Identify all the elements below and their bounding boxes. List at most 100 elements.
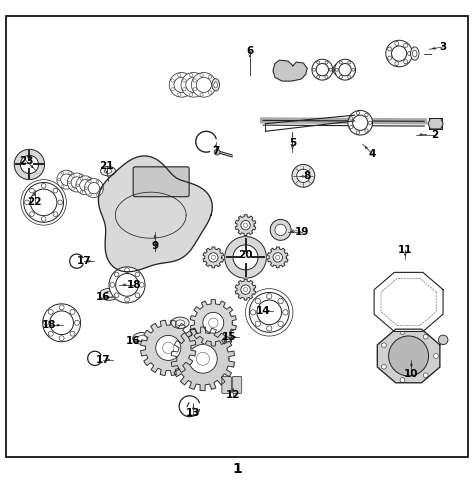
Circle shape <box>109 267 145 303</box>
Text: 6: 6 <box>246 46 254 56</box>
Circle shape <box>67 173 86 192</box>
Circle shape <box>257 300 282 325</box>
Circle shape <box>186 91 190 94</box>
FancyBboxPatch shape <box>222 376 231 394</box>
Circle shape <box>41 216 46 221</box>
Ellipse shape <box>137 336 147 341</box>
Circle shape <box>255 298 261 304</box>
Circle shape <box>382 343 386 348</box>
Text: 16: 16 <box>96 292 110 302</box>
Circle shape <box>339 61 342 64</box>
Circle shape <box>297 169 310 183</box>
Circle shape <box>209 318 218 328</box>
Circle shape <box>214 149 220 155</box>
Circle shape <box>88 190 91 193</box>
Text: 17: 17 <box>77 256 91 266</box>
Circle shape <box>169 72 194 97</box>
Ellipse shape <box>410 47 419 60</box>
Text: 21: 21 <box>100 161 114 171</box>
Circle shape <box>386 40 412 67</box>
Text: 14: 14 <box>256 306 270 316</box>
Circle shape <box>353 115 368 130</box>
Circle shape <box>350 125 353 129</box>
Text: 19: 19 <box>295 227 309 237</box>
Circle shape <box>233 245 258 270</box>
Ellipse shape <box>100 166 116 176</box>
Circle shape <box>57 170 76 189</box>
Text: 23: 23 <box>19 155 33 166</box>
Circle shape <box>79 175 82 177</box>
Circle shape <box>244 223 247 227</box>
Ellipse shape <box>133 333 152 344</box>
Circle shape <box>408 52 411 56</box>
Text: 17: 17 <box>96 355 110 365</box>
Circle shape <box>50 311 73 335</box>
Circle shape <box>395 62 399 66</box>
Circle shape <box>250 309 256 315</box>
Ellipse shape <box>412 50 417 57</box>
Circle shape <box>388 47 392 51</box>
Circle shape <box>181 72 206 97</box>
Circle shape <box>30 189 57 215</box>
Circle shape <box>80 180 91 191</box>
Circle shape <box>335 68 338 71</box>
Text: 9: 9 <box>151 241 159 251</box>
Circle shape <box>116 274 138 296</box>
Circle shape <box>71 177 82 188</box>
Circle shape <box>100 187 103 189</box>
Circle shape <box>53 188 58 193</box>
Circle shape <box>292 164 315 187</box>
Circle shape <box>266 294 272 299</box>
Circle shape <box>225 237 266 278</box>
Text: 4: 4 <box>368 149 376 158</box>
Circle shape <box>190 73 193 77</box>
Circle shape <box>325 61 328 64</box>
Text: 13: 13 <box>186 408 201 418</box>
Text: 2: 2 <box>431 129 439 140</box>
Circle shape <box>96 180 99 183</box>
Text: 10: 10 <box>404 369 419 379</box>
Circle shape <box>395 41 399 45</box>
Circle shape <box>249 292 289 332</box>
Circle shape <box>316 63 328 76</box>
Circle shape <box>255 321 261 326</box>
Circle shape <box>189 344 217 373</box>
Circle shape <box>276 255 280 259</box>
Circle shape <box>125 297 129 302</box>
Circle shape <box>382 364 386 369</box>
Circle shape <box>20 155 38 174</box>
Circle shape <box>356 131 360 134</box>
Text: 22: 22 <box>27 197 42 207</box>
Circle shape <box>79 188 82 190</box>
Circle shape <box>110 282 115 287</box>
Circle shape <box>317 61 319 64</box>
Circle shape <box>348 110 373 135</box>
Circle shape <box>389 336 428 376</box>
Circle shape <box>163 342 174 354</box>
Circle shape <box>209 91 212 94</box>
Circle shape <box>244 287 247 292</box>
Circle shape <box>114 293 119 298</box>
Circle shape <box>139 282 144 287</box>
Circle shape <box>73 178 75 181</box>
Polygon shape <box>141 320 196 375</box>
Circle shape <box>335 59 356 80</box>
Circle shape <box>209 75 212 79</box>
Circle shape <box>404 60 408 63</box>
Circle shape <box>178 73 181 77</box>
Circle shape <box>41 184 46 188</box>
Circle shape <box>183 88 186 91</box>
Circle shape <box>202 83 205 87</box>
Circle shape <box>365 113 368 117</box>
Text: 7: 7 <box>212 146 219 156</box>
Circle shape <box>266 326 272 331</box>
Circle shape <box>369 121 372 124</box>
Text: 5: 5 <box>289 138 296 148</box>
Circle shape <box>61 185 64 187</box>
Circle shape <box>190 93 193 96</box>
Circle shape <box>72 188 74 190</box>
Circle shape <box>69 172 72 174</box>
Circle shape <box>423 373 428 378</box>
Circle shape <box>61 174 72 185</box>
Ellipse shape <box>175 320 184 326</box>
